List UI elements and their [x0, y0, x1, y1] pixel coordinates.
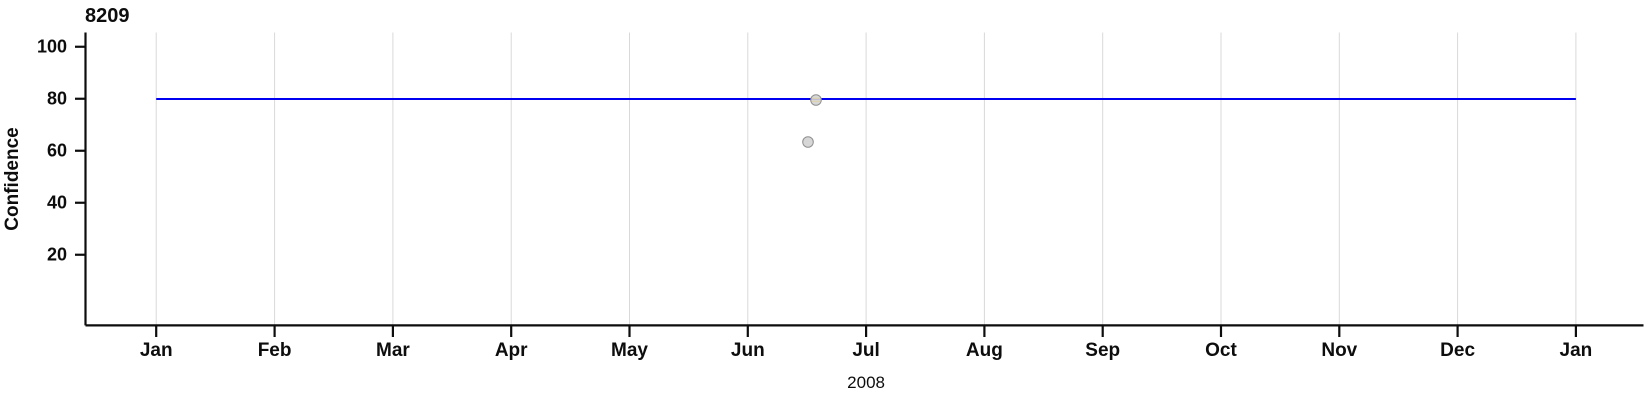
svg-text:Confidence: Confidence	[2, 127, 23, 230]
svg-text:2008: 2008	[847, 373, 885, 392]
svg-text:Aug: Aug	[966, 340, 1003, 361]
svg-text:60: 60	[47, 141, 67, 161]
svg-text:100: 100	[37, 37, 67, 57]
svg-text:Nov: Nov	[1321, 340, 1357, 361]
svg-text:Jun: Jun	[731, 340, 765, 361]
svg-text:Apr: Apr	[495, 340, 528, 361]
svg-text:80: 80	[47, 89, 67, 109]
svg-text:8209: 8209	[85, 5, 130, 27]
svg-text:May: May	[611, 340, 648, 361]
svg-text:Feb: Feb	[258, 340, 292, 361]
svg-text:Jul: Jul	[852, 340, 879, 361]
svg-text:Sep: Sep	[1085, 340, 1120, 361]
svg-text:Jan: Jan	[1560, 340, 1593, 361]
svg-text:Jan: Jan	[140, 340, 173, 361]
svg-text:Dec: Dec	[1440, 340, 1475, 361]
svg-text:Oct: Oct	[1205, 340, 1237, 361]
svg-text:20: 20	[47, 245, 67, 265]
svg-text:40: 40	[47, 193, 67, 213]
svg-text:Mar: Mar	[376, 340, 410, 361]
